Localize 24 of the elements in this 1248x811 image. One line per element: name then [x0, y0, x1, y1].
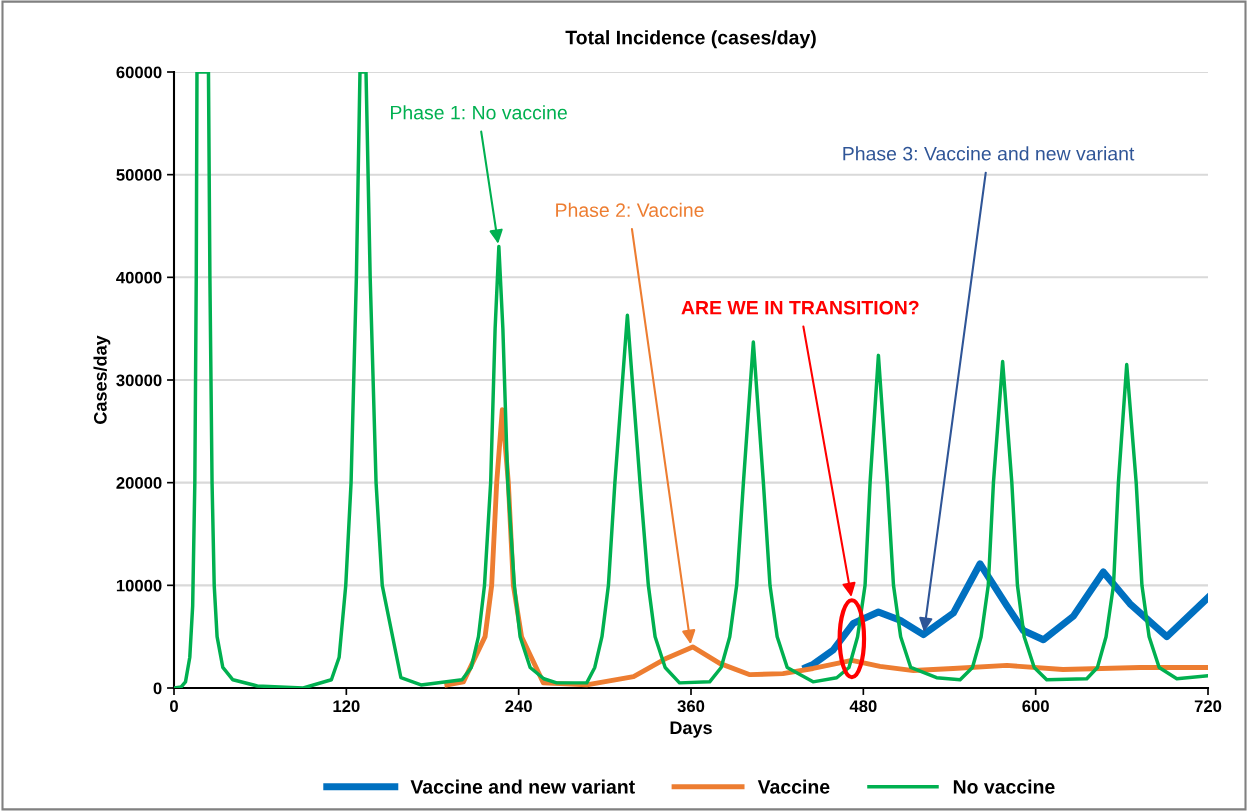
y-tick-label: 40000 [116, 271, 162, 284]
x-tick-label: 120 [333, 700, 360, 713]
annotation: Phase 3: Vaccine and new variant [843, 146, 1135, 161]
x-tick-label: 720 [1194, 700, 1222, 713]
legend-label: No vaccine [953, 779, 1055, 794]
x-tick-label: 360 [677, 700, 705, 713]
x-tick-label: 600 [1022, 700, 1049, 713]
legend-label: Vaccine and new variant [410, 779, 635, 794]
y-tick-label: 30000 [116, 374, 162, 387]
annotation: Phase 1: No vaccine [391, 105, 567, 120]
x-axis-title: Days [670, 721, 712, 738]
y-tick-label: 50000 [116, 169, 162, 181]
annotation: ARE WE IN TRANSITION? [681, 300, 919, 315]
y-tick-label: 60000 [116, 66, 162, 79]
y-axis-title: Cases/day [93, 335, 111, 424]
y-tick-label: 20000 [116, 477, 162, 489]
y-tick-label: 10000 [116, 579, 162, 592]
annotation: Phase 2: Vaccine [556, 202, 704, 218]
legend-label: Vaccine [757, 779, 830, 794]
x-tick-label: 0 [170, 700, 178, 713]
y-tick-label: 0 [153, 682, 162, 695]
chart-title: Total Incidence (cases/day) [565, 30, 816, 49]
x-tick-label: 240 [505, 700, 532, 713]
x-tick-label: 480 [849, 700, 877, 713]
